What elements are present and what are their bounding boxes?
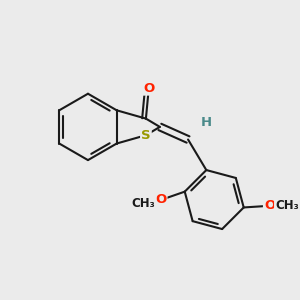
Text: CH₃: CH₃ (275, 199, 299, 212)
Text: O: O (143, 82, 154, 94)
Text: S: S (141, 129, 151, 142)
Text: O: O (264, 199, 275, 212)
Text: O: O (155, 194, 166, 206)
Text: H: H (201, 116, 212, 129)
Text: CH₃: CH₃ (132, 197, 155, 210)
